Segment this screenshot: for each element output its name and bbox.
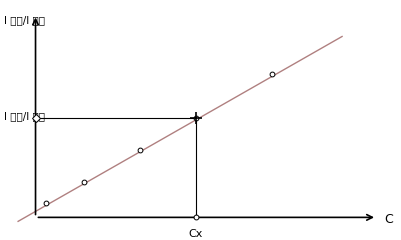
- Point: [192, 116, 198, 120]
- Point: [81, 180, 87, 184]
- Text: I 分析/I 内标: I 分析/I 内标: [4, 16, 45, 26]
- Point: [136, 148, 143, 152]
- Text: C: C: [383, 213, 392, 226]
- Text: Cx: Cx: [188, 229, 203, 239]
- Point: [43, 202, 49, 205]
- Text: I 样品/I 内标: I 样品/I 内标: [4, 111, 45, 121]
- Point: [269, 72, 275, 76]
